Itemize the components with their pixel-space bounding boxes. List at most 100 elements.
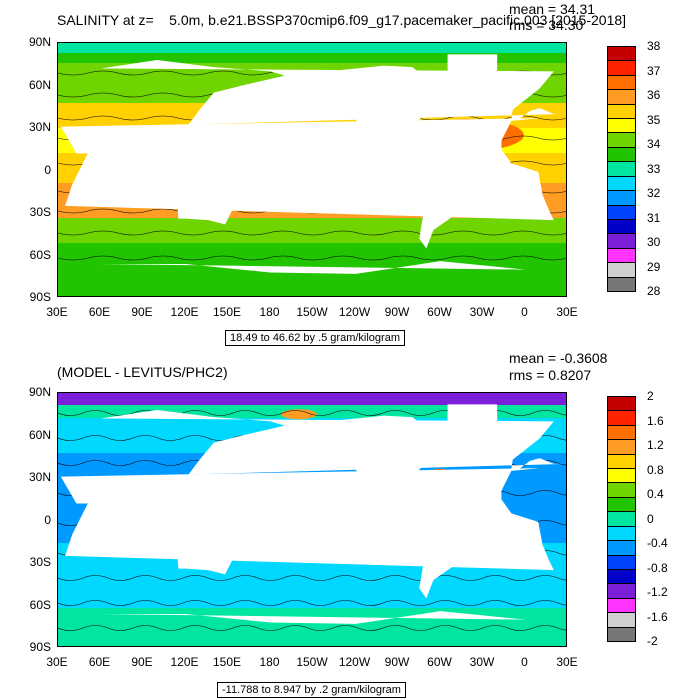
colorbar-label: -2 <box>647 634 658 648</box>
colorbar-swatch <box>607 103 636 120</box>
panel-title: (MODEL - LEVITUS/PHC2) <box>57 364 228 380</box>
colorbar-swatch <box>607 511 636 527</box>
latitude-tick-label: 90N <box>28 35 51 49</box>
latitude-tick-label: 30N <box>28 120 51 134</box>
rms-value: rms = 34.30 <box>509 17 584 33</box>
latitude-tick-label: 0 <box>44 162 51 177</box>
colorbar-swatch <box>607 190 636 206</box>
land-mass <box>447 404 498 436</box>
colorbar-swatch <box>607 424 636 441</box>
contour-range-info: -11.788 to 8.947 by .2 gram/kilogram <box>217 682 406 698</box>
longitude-tick-label: 60E <box>88 305 111 319</box>
colorbar-swatch <box>607 568 636 585</box>
land-mass <box>65 478 100 503</box>
colorbar-label: 2 <box>647 389 654 403</box>
colorbar-label: 37 <box>647 63 661 78</box>
latitude-tick-label: 90S <box>29 640 51 654</box>
land-mass <box>65 410 566 518</box>
latitude-tick-label: 30S <box>29 555 51 569</box>
colorbar-label: 0.4 <box>647 487 664 501</box>
colorbar-label: -0.4 <box>647 536 668 550</box>
land-mass <box>447 54 498 86</box>
arctic-fresh-band <box>58 43 566 53</box>
colorbar-swatch <box>607 74 636 91</box>
colorbar-swatch <box>607 247 636 264</box>
colorbar-swatch <box>607 262 636 278</box>
land-mass <box>177 537 233 575</box>
colorbar-swatch <box>607 233 636 249</box>
colorbar-label: 31 <box>647 210 661 225</box>
colorbar-swatch <box>607 496 636 513</box>
colorbar-swatch <box>607 46 636 62</box>
longitude-tick-label: 120E <box>170 655 199 669</box>
colorbar-label: 30 <box>647 235 661 249</box>
colorbar-swatch <box>607 525 636 542</box>
colorbar-label: 1.2 <box>647 438 664 452</box>
colorbar-swatch <box>607 482 636 498</box>
salinity-band <box>58 218 566 243</box>
land-mass <box>150 163 166 179</box>
contour-line <box>58 600 566 606</box>
longitude-tick-label: 0 <box>521 655 528 669</box>
longitude-tick-label: 120W <box>338 655 371 669</box>
latitude-tick-label: 60S <box>29 247 51 262</box>
salinity-panel: SALINITY at z= 5.0m, b.e21.BSSP370cmip6.… <box>28 1 700 346</box>
contour-line <box>58 625 566 631</box>
difference-map <box>57 392 567 647</box>
colorbar-swatch <box>607 583 636 599</box>
land-mass <box>65 128 100 153</box>
rms-value: rms = 0.8207 <box>509 367 592 383</box>
colorbar-swatch <box>607 132 636 148</box>
colorbar-label: 38 <box>647 39 661 53</box>
colorbar-swatch <box>607 175 636 192</box>
colorbar-swatch <box>607 60 636 76</box>
colorbar-label: 1.6 <box>647 413 664 428</box>
longitude-tick-label: 120E <box>170 305 199 319</box>
longitude-tick-label: 60W <box>427 305 452 319</box>
longitude-tick-label: 90W <box>384 305 410 319</box>
latitude-tick-label: 60S <box>29 597 51 612</box>
land-mass <box>412 506 476 599</box>
colorbar-swatch <box>607 612 636 628</box>
arctic-salty-patch <box>280 409 317 420</box>
colorbar-swatch <box>607 439 636 455</box>
longitude-tick-label: 150E <box>212 655 242 669</box>
longitude-tick-label: 60E <box>88 655 111 669</box>
colorbar-swatch <box>607 161 636 177</box>
longitude-tick-label: 30W <box>469 655 495 669</box>
colorbar-swatch <box>607 554 636 570</box>
longitude-tick-label: 30E <box>556 655 578 669</box>
salinity-colorbar: 38 37 36 35 34 33 32 31 30 29 28 <box>607 39 700 298</box>
colorbar-label: 0.8 <box>647 462 664 477</box>
colorbar-swatch <box>607 540 636 556</box>
panel-title: SALINITY at z= 5.0m, b.e21.BSSP370cmip6.… <box>57 12 627 28</box>
longitude-tick-label: 180 <box>259 305 280 319</box>
salinity-map <box>57 42 567 297</box>
land-mass <box>177 187 233 225</box>
longitude-tick-label: 30W <box>469 305 495 319</box>
longitude-tick-label: 0 <box>521 305 528 319</box>
colorbar-swatch <box>607 146 636 163</box>
longitude-tick-label: 120W <box>338 305 371 319</box>
difference-colorbar: 2 1.6 1.2 0.8 0.4 0 -0.4 -0.8 -1.2 -1.6 -2 <box>607 389 700 648</box>
longitude-tick-label: 60W <box>427 655 452 669</box>
latitude-tick-label: 90S <box>29 290 51 304</box>
longitude-tick-label: 90W <box>384 655 410 669</box>
land-mass <box>65 60 566 168</box>
longitude-tick-label: 30E <box>46 655 68 669</box>
difference-map-svg <box>58 393 566 646</box>
land-mass <box>77 537 87 556</box>
land-mass <box>169 510 183 527</box>
latitude-tick-label: 0 <box>44 512 51 527</box>
land-mass <box>100 261 526 296</box>
colorbar-label: 35 <box>647 112 661 127</box>
land-mass <box>169 160 183 177</box>
colorbar-swatch <box>607 276 636 292</box>
colorbar-label: 32 <box>647 186 661 200</box>
contour-range-info: 18.49 to 46.62 by .5 gram/kilogram <box>225 330 405 346</box>
latitude-tick-label: 60N <box>28 77 51 92</box>
colorbar-swatch <box>607 118 636 134</box>
mean-value: mean = 34.31 <box>509 1 596 17</box>
colorbar-swatch <box>607 453 636 470</box>
colorbar-swatch <box>607 626 636 642</box>
